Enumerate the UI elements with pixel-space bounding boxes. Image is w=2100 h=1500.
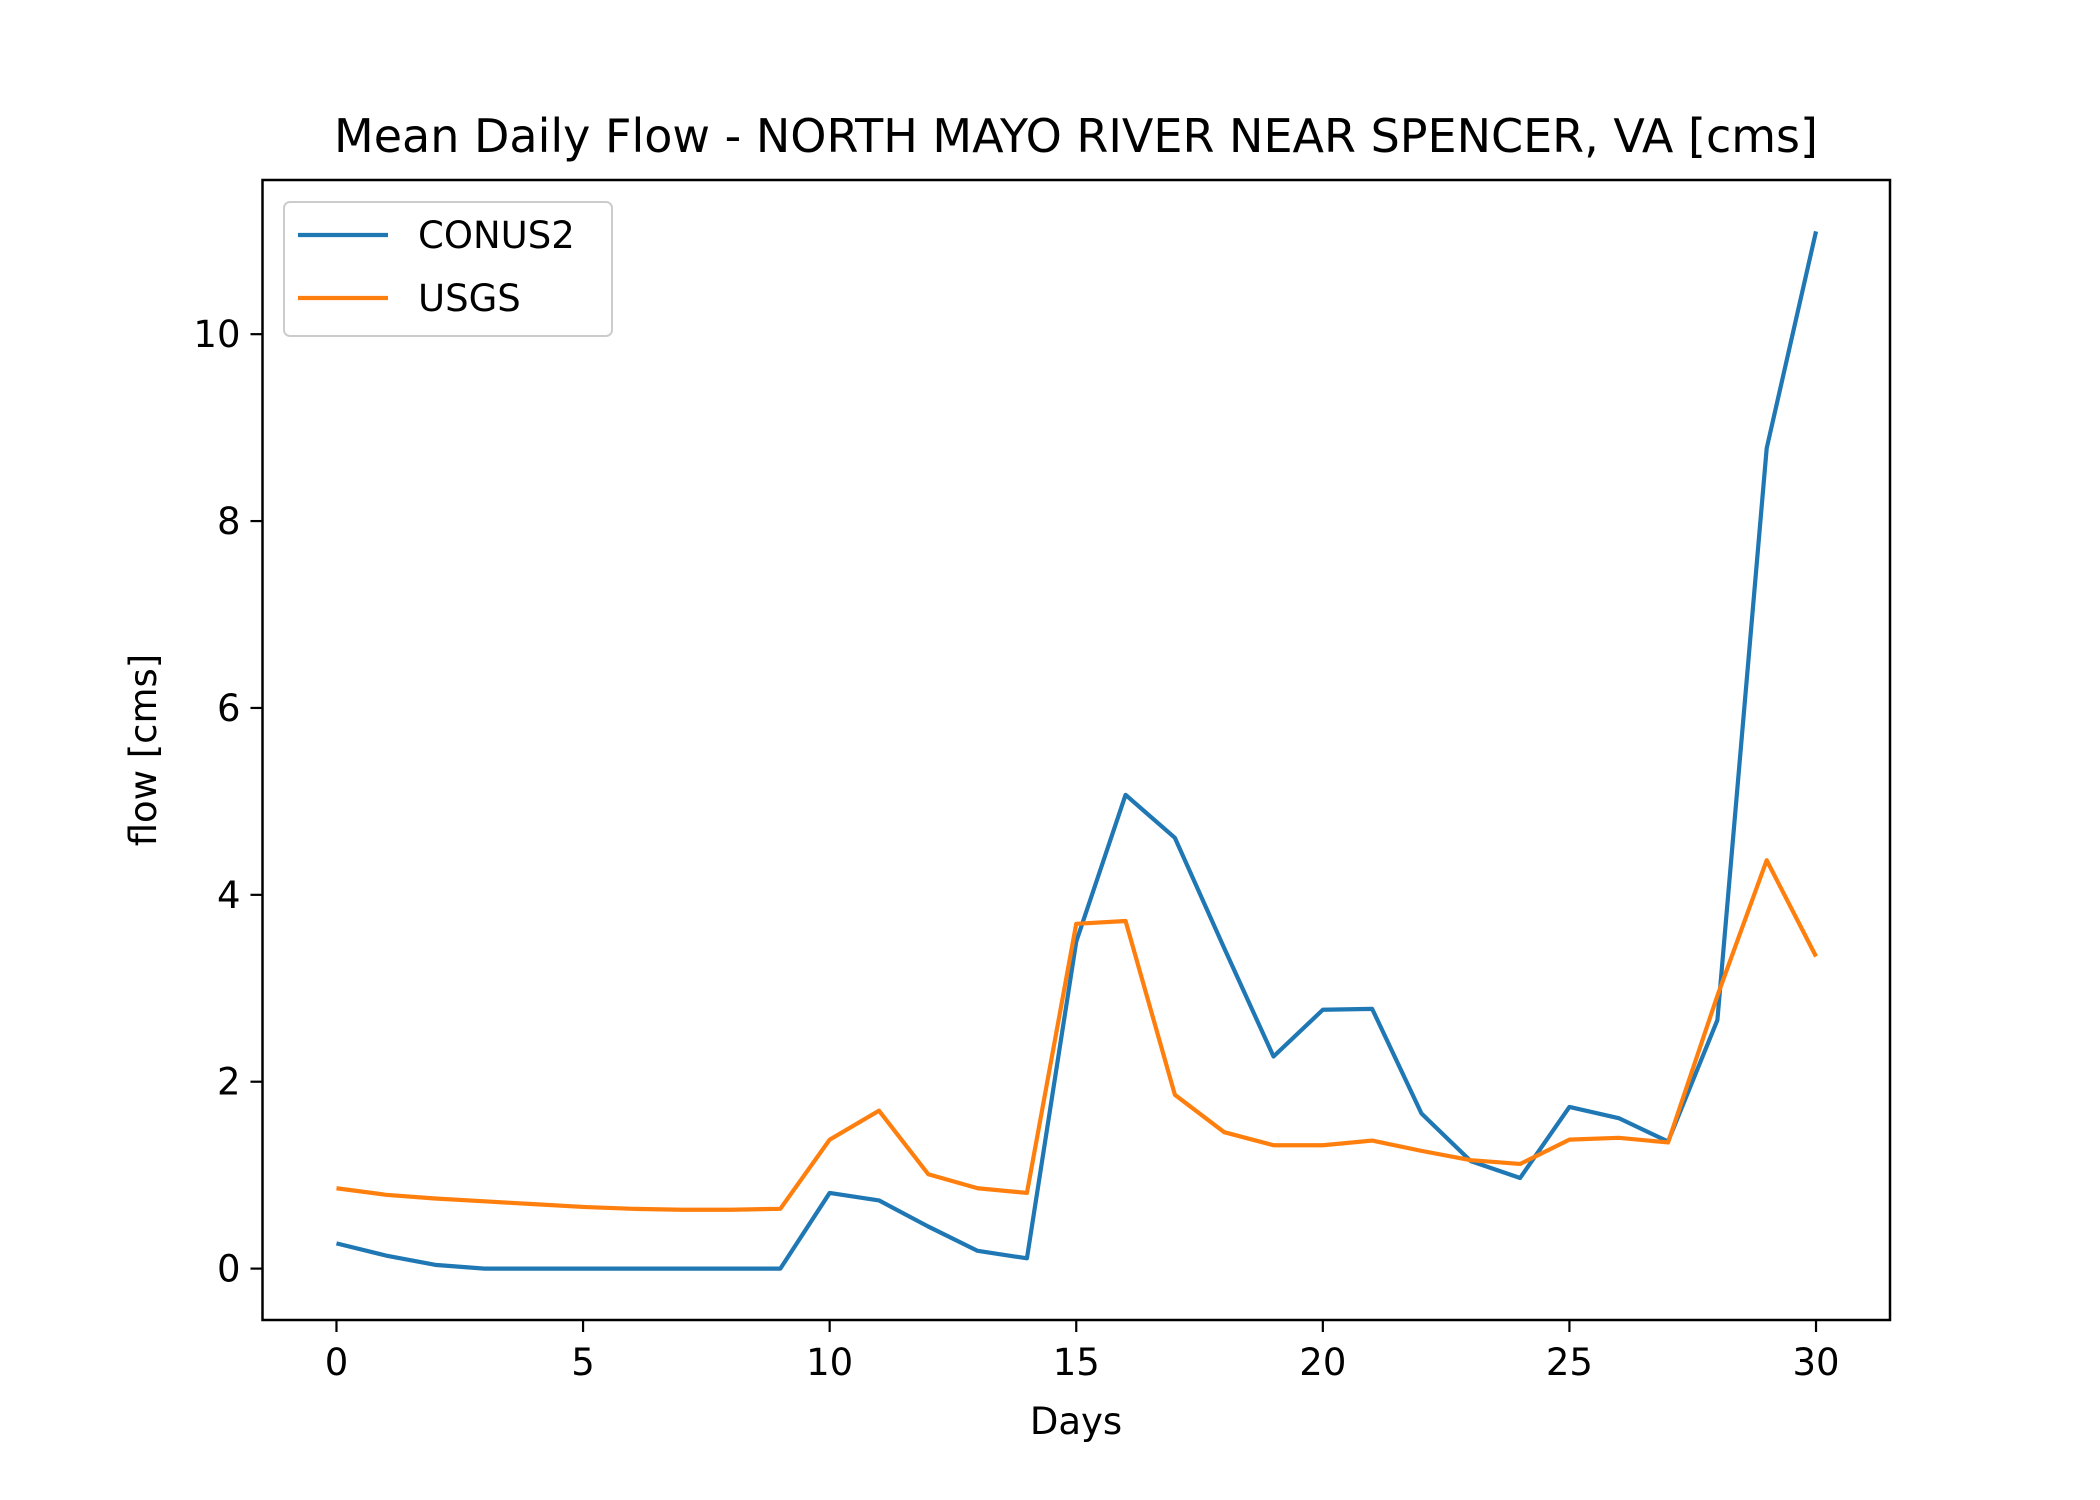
- x-axis-ticks: 0 5 10 15 20 25 30: [325, 1320, 1840, 1384]
- plot-area: [262, 180, 1890, 1320]
- chart-title: Mean Daily Flow - NORTH MAYO RIVER NEAR …: [334, 109, 1818, 163]
- x-tick-label: 15: [1053, 1341, 1100, 1384]
- legend: CONUS2 USGS: [283, 201, 613, 337]
- x-tick-label: 30: [1792, 1341, 1839, 1384]
- y-tick-label: 6: [217, 687, 241, 730]
- y-tick-label: 10: [193, 313, 240, 356]
- series-layer: [335, 230, 1819, 1271]
- y-tick-label: 0: [217, 1248, 241, 1291]
- y-tick-label: 2: [217, 1061, 241, 1104]
- legend-label-usgs: USGS: [418, 277, 521, 320]
- y-axis-ticks: 0 2 4 6 8 10: [193, 313, 263, 1291]
- y-tick-label: 8: [217, 500, 241, 543]
- x-tick-label: 10: [806, 1341, 853, 1384]
- y-tick-label: 4: [217, 874, 241, 917]
- x-tick-label: 20: [1299, 1341, 1346, 1384]
- legend-label-conus2: CONUS2: [418, 214, 575, 257]
- y-axis-label: flow [cms]: [122, 654, 165, 847]
- x-tick-label: 5: [571, 1341, 595, 1384]
- series-line-conus2: [335, 230, 1819, 1271]
- x-axis-label: Days: [1030, 1400, 1122, 1443]
- series-line-usgs: [336, 858, 1818, 1212]
- x-tick-label: 25: [1546, 1341, 1593, 1384]
- x-tick-label: 0: [325, 1341, 349, 1384]
